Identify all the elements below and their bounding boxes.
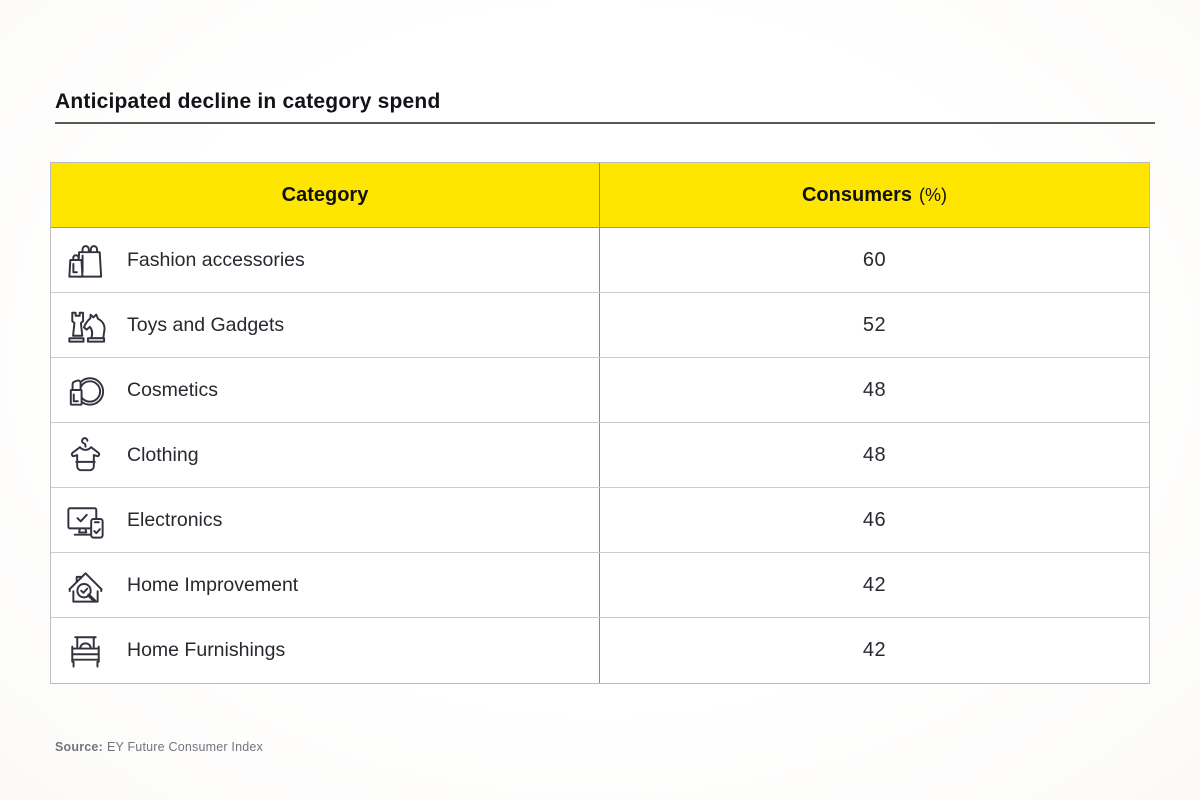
consumers-cell-value: 42: [862, 639, 887, 661]
category-spend-table: Category Consumers (%) Fashion accessori…: [50, 162, 1150, 684]
category-cell: Home Improvement: [51, 553, 600, 617]
category-cell: Cosmetics: [51, 358, 600, 422]
consumers-cell-value: 42: [862, 573, 887, 596]
page-title: Anticipated decline in category spend: [55, 90, 441, 113]
category-cell-label: Electronics: [127, 508, 223, 531]
category-cell: Toys and Gadgets: [51, 293, 600, 357]
clothes-hanger-icon: [61, 431, 109, 479]
table-row: Cosmetics 48: [51, 358, 1149, 423]
consumers-cell: 42: [600, 618, 1149, 683]
table-header-row: Category Consumers (%): [51, 163, 1149, 228]
header-consumers-label: Consumers: [801, 183, 913, 206]
monitor-phone-icon: [61, 496, 109, 544]
category-cell-label: Fashion accessories: [127, 248, 305, 271]
lipstick-mirror-icon: [61, 366, 109, 414]
house-magnifier-icon: [61, 561, 109, 609]
consumers-cell: 52: [600, 293, 1149, 357]
consumers-cell: 60: [600, 228, 1149, 292]
category-cell-label: Home Furnishings: [127, 639, 286, 661]
table-body: Fashion accessories 60 Toys and Gadgets …: [51, 228, 1149, 683]
category-cell: Electronics: [51, 488, 600, 552]
category-cell-label: Cosmetics: [127, 378, 219, 401]
category-cell: Clothing: [51, 423, 600, 487]
consumers-cell-value: 48: [862, 378, 887, 401]
header-cell-category: Category: [51, 163, 600, 227]
source-text: EY Future Consumer Index: [106, 740, 263, 754]
consumers-cell: 46: [600, 488, 1149, 552]
consumers-cell-value: 52: [862, 313, 887, 336]
header-cell-consumers: Consumers (%): [600, 163, 1149, 227]
consumers-cell: 42: [600, 553, 1149, 617]
category-cell: Fashion accessories: [51, 228, 600, 292]
bed-icon: [61, 627, 109, 675]
header-consumers-unit: (%): [919, 184, 948, 205]
consumers-cell-value: 60: [862, 248, 887, 271]
table-row: Fashion accessories 60: [51, 228, 1149, 293]
category-cell-label: Clothing: [127, 443, 199, 466]
table-row: Toys and Gadgets 52: [51, 293, 1149, 358]
table-row: Home Improvement 42: [51, 553, 1149, 618]
table-row: Home Furnishings 42: [51, 618, 1149, 683]
consumers-cell: 48: [600, 358, 1149, 422]
header-category-label: Category: [281, 183, 369, 206]
chess-pieces-icon: [61, 301, 109, 349]
table-row: Electronics 46: [51, 488, 1149, 553]
consumers-cell-value: 48: [862, 443, 887, 466]
source-note: Source: EY Future Consumer Index: [55, 740, 263, 754]
category-cell-label: Toys and Gadgets: [127, 313, 285, 336]
source-label: Source:: [55, 740, 103, 754]
category-cell: Home Furnishings: [51, 618, 600, 683]
category-cell-label: Home Improvement: [127, 573, 299, 596]
table-row: Clothing 48: [51, 423, 1149, 488]
consumers-cell: 48: [600, 423, 1149, 487]
title-divider: [55, 122, 1155, 124]
shopping-bags-icon: [61, 236, 109, 284]
consumers-cell-value: 46: [862, 508, 887, 531]
